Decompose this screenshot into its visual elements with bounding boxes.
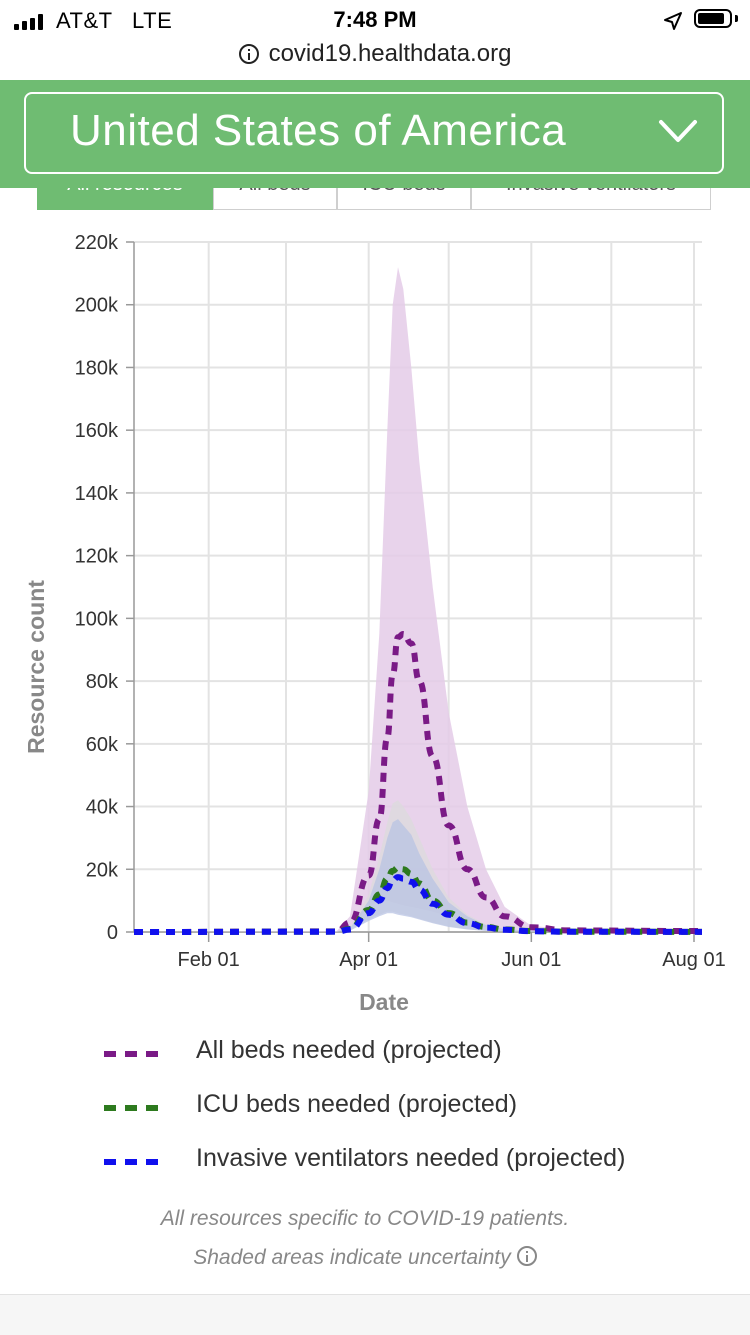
note-uncertainty: Shaded areas indicate uncertainty	[0, 1246, 730, 1270]
status-bar: AT&T LTE 7:48 PM	[0, 0, 750, 40]
y-tick-label: 180k	[75, 357, 119, 379]
legend-swatch-all-beds	[104, 1051, 166, 1057]
legend-label-icu-beds: ICU beds needed (projected)	[196, 1090, 518, 1118]
resource-chart: 0 20k 40k 60k 80k 100k 120k 140k 160k 180k 200k 220…	[23, 232, 726, 1015]
country-dropdown[interactable]: United States of America	[24, 92, 724, 174]
y-tick-label: 160k	[75, 420, 119, 442]
carrier-label: AT&T LTE	[56, 8, 173, 33]
ventilators-line	[133, 874, 703, 935]
y-tick-label: 40k	[86, 797, 119, 819]
y-tick-label: 60k	[86, 734, 119, 756]
browser-bottom-bar	[0, 1294, 750, 1335]
y-tick-label: 200k	[75, 295, 119, 317]
clock: 7:48 PM	[333, 7, 417, 32]
y-tick-label: 0	[107, 922, 118, 944]
y-tick-label: 80k	[86, 671, 119, 693]
site-info-icon[interactable]	[238, 44, 259, 64]
y-tick-label: 100k	[75, 608, 119, 630]
url-text: covid19.healthdata.org	[268, 40, 512, 67]
battery-icon	[694, 9, 732, 28]
legend-label-ventilators: Invasive ventilators needed (projected)	[196, 1144, 626, 1172]
location-arrow-icon	[664, 12, 682, 30]
legend-swatch-icu-beds	[104, 1105, 166, 1111]
address-bar[interactable]: covid19.healthdata.org	[0, 36, 750, 76]
x-tick-label: Aug 01	[662, 949, 725, 971]
chevron-down-icon	[659, 120, 697, 142]
x-tick-label: Feb 01	[178, 949, 240, 971]
signal-strength-icon	[14, 14, 48, 30]
legend-label-all-beds: All beds needed (projected)	[196, 1036, 502, 1064]
y-tick-label: 120k	[75, 546, 119, 568]
y-tick-label: 140k	[75, 483, 119, 505]
y-tick-label: 220k	[75, 232, 119, 254]
legend-swatch-ventilators	[104, 1159, 166, 1165]
uncertainty-info-icon[interactable]	[516, 1246, 537, 1266]
header-band-overlay	[0, 80, 750, 188]
x-axis-title: Date	[359, 989, 409, 1015]
x-tick-label: Jun 01	[501, 949, 561, 971]
all-beds-uncertainty-band	[134, 267, 702, 933]
all-beds-line	[133, 631, 703, 935]
ventilators-uncertainty-band	[134, 819, 702, 932]
y-tick-label: 20k	[86, 859, 119, 881]
note-resources: All resources specific to COVID-19 patie…	[160, 1207, 570, 1230]
note-uncertainty-text: Shaded areas indicate uncertainty	[193, 1246, 511, 1269]
country-label: United States of America	[70, 106, 567, 155]
y-axis-title: Resource count	[23, 580, 49, 754]
x-tick-label: Apr 01	[339, 949, 398, 971]
